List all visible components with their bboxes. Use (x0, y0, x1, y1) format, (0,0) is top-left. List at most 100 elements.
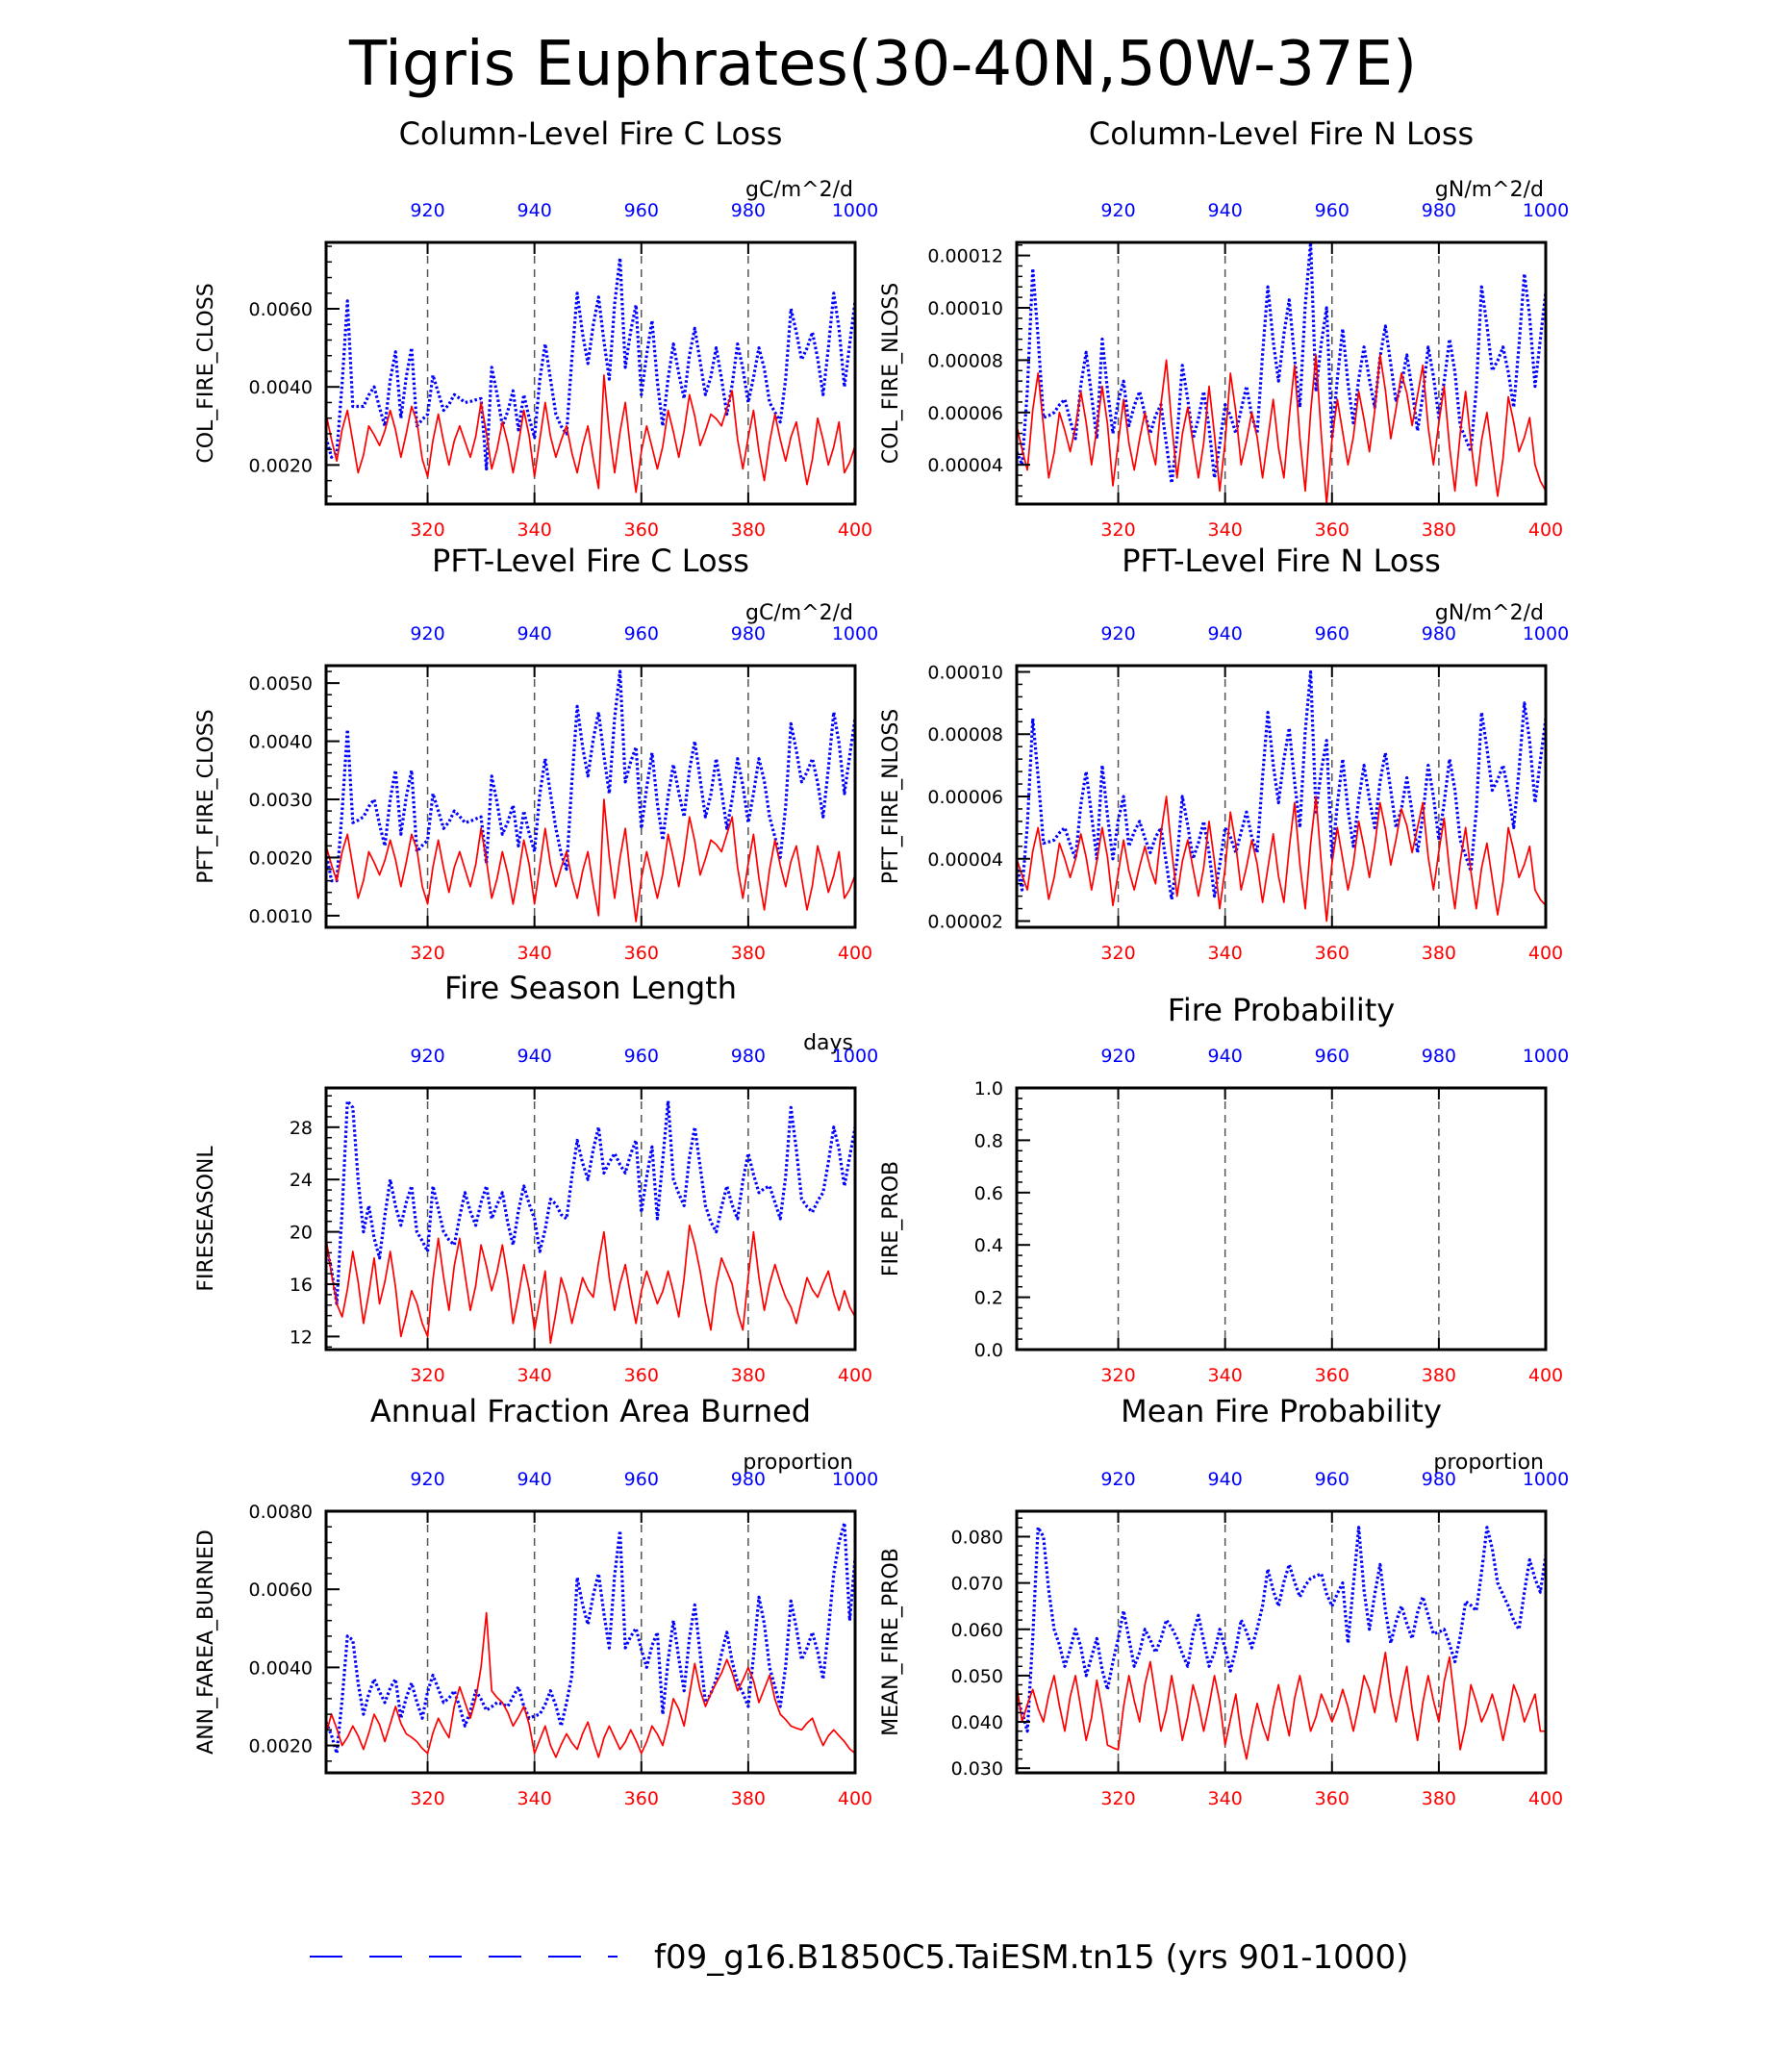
x-top-tick-label: 1000 (1523, 623, 1569, 644)
x-top-tick-label: 960 (1315, 1046, 1350, 1067)
x-top-tick-label: 980 (1422, 1046, 1456, 1067)
red-series-line (1016, 796, 1547, 922)
y-tick-label: 0.2 (974, 1288, 1003, 1309)
x-top-tick-label: 940 (1208, 1046, 1243, 1067)
x-top-tick-label: 960 (624, 623, 659, 644)
y-tick-label: 0.0 (974, 1340, 1003, 1361)
plot-frame (1015, 240, 1548, 506)
x-top-tick-label: 960 (1315, 1469, 1350, 1490)
x-bottom-tick-label: 360 (1315, 519, 1350, 541)
y-axis-label: PFT_FIRE_CLOSS (194, 709, 218, 883)
y-tick-label: 0.0040 (249, 377, 313, 398)
x-top-tick-label: 1000 (832, 623, 878, 644)
x-bottom-tick-label: 380 (731, 519, 766, 541)
y-tick-label: 0.6 (974, 1183, 1003, 1204)
x-top-tick-label: 960 (1315, 623, 1350, 644)
y-tick-label: 0.0020 (249, 1736, 313, 1757)
x-top-tick-label: 960 (1315, 200, 1350, 221)
red-series-line (325, 798, 856, 922)
x-top-tick-label: 940 (517, 623, 552, 644)
panel-4: PFT-Level Fire N Loss gN/m^2/d 0.00002 0.00… (879, 543, 1569, 964)
y-tick-label: 0.050 (951, 1666, 1003, 1687)
x-top-tick-label: 960 (624, 1046, 659, 1067)
units-label: gC/m^2/d (745, 601, 853, 625)
panel-title: Fire Probability (1168, 992, 1395, 1028)
x-top-tick-label: 1000 (832, 1469, 878, 1490)
y-tick-label: 0.0060 (249, 1579, 313, 1601)
x-bottom-tick-label: 340 (1208, 943, 1243, 964)
x-bottom-tick-label: 380 (1422, 1788, 1456, 1809)
panel-8: Mean Fire Probability proportion 0.030 0.04… (879, 1393, 1569, 1809)
y-tick-label: 0.00006 (927, 403, 1003, 424)
x-bottom-tick-label: 400 (838, 1365, 872, 1386)
y-tick-label: 0.00012 (927, 246, 1003, 267)
y-tick-label: 16 (290, 1275, 313, 1296)
panel-7: Annual Fraction Area Burned proportion 0.0… (194, 1393, 878, 1809)
x-bottom-tick-label: 320 (410, 943, 444, 964)
x-bottom-tick-label: 400 (838, 1788, 872, 1809)
y-tick-label: 1.0 (974, 1078, 1003, 1099)
y-tick-label: 0.00010 (927, 298, 1003, 319)
x-bottom-tick-label: 340 (1208, 1788, 1243, 1809)
y-tick-label: 0.0080 (249, 1502, 313, 1523)
x-bottom-tick-label: 340 (517, 943, 552, 964)
x-top-tick-label: 940 (1208, 1469, 1243, 1490)
x-bottom-tick-label: 360 (624, 1365, 659, 1386)
x-bottom-tick-label: 320 (1100, 1365, 1135, 1386)
legend: f09_g16.B1850C5.TaiESM.tn15 (yrs 901-100… (310, 1938, 1408, 2072)
y-tick-label: 0.00004 (927, 455, 1003, 476)
x-bottom-tick-label: 380 (731, 943, 766, 964)
x-top-tick-label: 980 (1422, 623, 1456, 644)
x-top-tick-label: 980 (1422, 1469, 1456, 1490)
y-axis-label: COL_FIRE_CLOSS (194, 283, 218, 463)
legend-label: f09_g16.B1850C5.TaiESM.tn15 (yrs 901-100… (654, 1938, 1408, 1977)
y-tick-label: 0.00008 (927, 724, 1003, 745)
panels: Column-Level Fire C Loss gC/m^2/d 0.0020 0.… (194, 115, 1569, 1809)
red-series-line (325, 1224, 856, 1345)
x-bottom-tick-label: 360 (624, 943, 659, 964)
units-label: gN/m^2/d (1435, 178, 1544, 202)
y-tick-label: 0.0010 (249, 906, 313, 927)
x-top-tick-label: 940 (517, 200, 552, 221)
y-tick-label: 0.4 (974, 1235, 1003, 1256)
y-tick-label: 0.070 (951, 1574, 1003, 1595)
plot-frame (1015, 1086, 1548, 1352)
y-axis-label: FIRESEASONL (194, 1146, 218, 1292)
x-top-tick-label: 980 (731, 623, 766, 644)
blue-series-line (324, 1521, 857, 1756)
panel-title: PFT-Level Fire N Loss (1122, 543, 1441, 579)
x-bottom-tick-label: 320 (1100, 943, 1135, 964)
x-top-tick-label: 1000 (832, 200, 878, 221)
y-tick-label: 0.00010 (927, 662, 1003, 683)
y-axis-label: PFT_FIRE_NLOSS (879, 709, 903, 884)
x-bottom-tick-label: 340 (517, 1788, 552, 1809)
units-label: days (803, 1031, 853, 1055)
panel-title: Fire Season Length (444, 970, 737, 1006)
x-top-tick-label: 940 (1208, 200, 1243, 221)
y-tick-label: 0.0020 (249, 455, 313, 476)
x-top-tick-label: 980 (731, 1046, 766, 1067)
y-tick-label: 0.00008 (927, 350, 1003, 371)
x-bottom-tick-label: 360 (624, 1788, 659, 1809)
y-tick-label: 0.00002 (927, 912, 1003, 933)
x-bottom-tick-label: 360 (1315, 1365, 1350, 1386)
x-bottom-tick-label: 380 (1422, 519, 1456, 541)
red-series-line (325, 374, 856, 493)
blue-series-line (1015, 240, 1548, 485)
plot-frame (324, 1086, 857, 1352)
red-series-line (325, 1611, 856, 1758)
x-bottom-tick-label: 340 (1208, 1365, 1243, 1386)
x-bottom-tick-label: 360 (1315, 943, 1350, 964)
y-axis-label: MEAN_FIRE_PROB (879, 1548, 903, 1736)
y-axis-label: ANN_FAREA_BURNED (194, 1529, 218, 1755)
y-tick-label: 28 (290, 1118, 313, 1139)
x-top-tick-label: 980 (731, 1469, 766, 1490)
y-tick-label: 0.040 (951, 1712, 1003, 1733)
x-bottom-tick-label: 400 (1528, 1788, 1563, 1809)
y-tick-label: 0.0060 (249, 299, 313, 320)
x-top-tick-label: 920 (410, 623, 444, 644)
x-top-tick-label: 1000 (1523, 1469, 1569, 1490)
units-label: gN/m^2/d (1435, 601, 1544, 625)
y-axis-label: COL_FIRE_NLOSS (879, 283, 903, 464)
